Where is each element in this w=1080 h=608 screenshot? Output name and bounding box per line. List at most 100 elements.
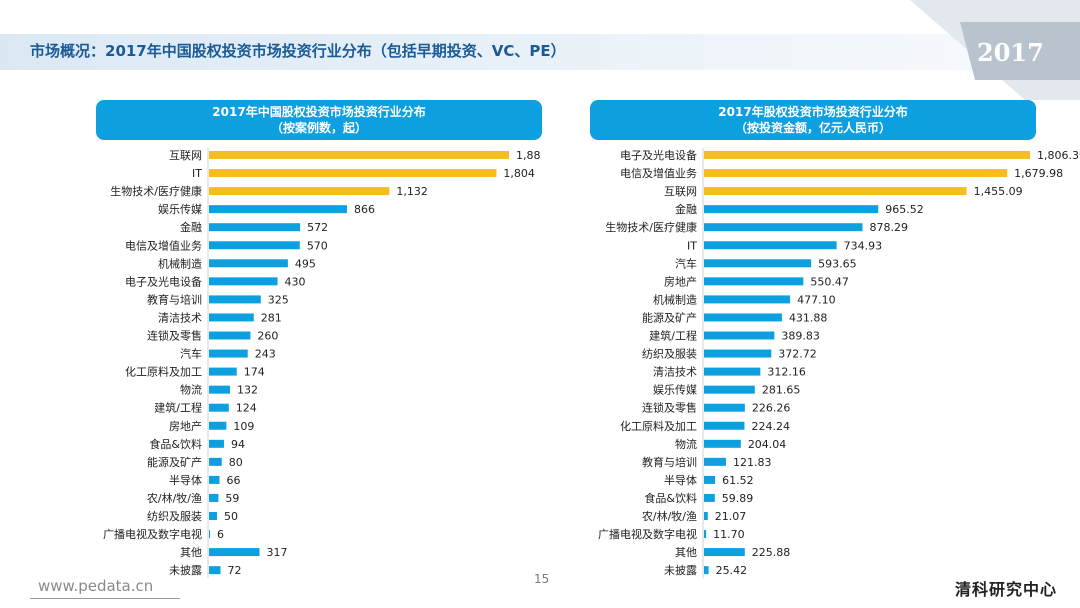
left-category-label: 机械制造: [158, 256, 202, 270]
right-category-label: 清洁技术: [653, 366, 697, 379]
left-category-label: 食品&饮料: [149, 437, 202, 451]
left-value-label: 124: [236, 402, 257, 415]
left-bar: [209, 421, 227, 430]
left-value-label: 281: [261, 311, 282, 324]
right-chart-title-line2: （按投资金额，亿元人民币）: [734, 121, 891, 135]
right-bar: [704, 421, 745, 430]
left-bar: [209, 457, 222, 466]
right-value-label: 1,455.09: [974, 185, 1023, 198]
right-bar: [704, 151, 1030, 159]
footer-divider: [30, 598, 180, 599]
left-category-label: 连锁及零售: [147, 329, 202, 343]
left-value-label: 94: [231, 438, 245, 451]
right-bar: [704, 530, 707, 539]
right-value-label: 1,806.39: [1037, 149, 1080, 162]
brand-logo: 清科研究中心: [955, 580, 1058, 599]
year-badge: 2017: [977, 38, 1044, 67]
right-bar: [704, 512, 708, 520]
right-value-label: 121.83: [733, 456, 772, 469]
right-value-label: 204.04: [748, 438, 787, 451]
right-value-label: 550.47: [810, 275, 849, 288]
left-bar: [209, 530, 210, 539]
left-category-label: 能源及矿产: [147, 455, 202, 469]
right-chart-title-line1: 2017年股权投资市场投资行业分布: [718, 105, 908, 119]
left-category-label: IT: [192, 167, 202, 180]
left-category-label: 建筑/工程: [154, 401, 202, 415]
right-category-label: 农/林/牧/渔: [642, 509, 697, 523]
left-value-label: 1,883: [516, 149, 540, 162]
left-chart-title: 2017年中国股权投资市场投资行业分布 （按案例数，起）: [96, 100, 542, 140]
right-bar: [704, 223, 863, 232]
left-value-label: 317: [267, 546, 288, 559]
left-value-label: 325: [268, 293, 289, 306]
left-bar: [209, 439, 224, 448]
right-value-label: 25.42: [716, 564, 748, 577]
left-chart-title-line2: （按案例数，起）: [270, 121, 367, 135]
left-bar: [209, 403, 229, 412]
left-category-label: 汽车: [180, 347, 202, 361]
left-bar: [209, 349, 248, 358]
right-category-label: 纺织及服装: [642, 347, 697, 361]
left-bar: [209, 151, 509, 159]
left-category-label: 农/林/牧/渔: [147, 491, 202, 505]
left-category-label: 娱乐传媒: [158, 202, 202, 216]
left-bar: [209, 277, 278, 286]
left-category-label: 电子及光电设备: [125, 274, 202, 288]
left-bar: [209, 493, 219, 502]
left-bar: [209, 223, 301, 232]
right-value-label: 372.72: [778, 348, 817, 361]
right-value-label: 965.52: [885, 203, 924, 216]
right-bar: [704, 475, 716, 484]
right-category-label: 教育与培训: [642, 455, 697, 469]
left-bar: [209, 385, 231, 394]
left-value-label: 66: [227, 474, 241, 487]
left-bar: [209, 241, 300, 250]
right-category-label: 互联网: [664, 185, 697, 198]
left-value-label: 109: [233, 420, 254, 433]
right-bar: [704, 313, 782, 322]
left-bar: [209, 259, 288, 268]
left-value-label: 80: [229, 456, 243, 469]
left-value-label: 1,132: [396, 185, 428, 198]
left-value-label: 495: [295, 257, 316, 270]
right-bar: [704, 295, 791, 304]
left-category-label: 未披露: [169, 563, 202, 577]
left-category-label: 房地产: [169, 419, 202, 433]
right-value-label: 312.16: [767, 366, 806, 379]
right-bar: [704, 367, 761, 376]
left-category-label: 纺织及服装: [147, 509, 202, 523]
left-value-label: 866: [354, 203, 375, 216]
right-value-label: 878.29: [870, 221, 909, 234]
left-category-label: 半导体: [169, 473, 202, 487]
right-bar-chart: 电子及光电设备 1,806.39 电信及增值业务 1,679.98 互联网 1,455.0…: [598, 148, 1080, 579]
right-category-label: 连锁及零售: [642, 401, 697, 415]
left-category-label: 教育与培训: [147, 292, 202, 306]
left-bar: [209, 187, 390, 196]
left-category-label: 化工原料及加工: [125, 365, 202, 379]
right-category-label: 能源及矿产: [642, 310, 697, 324]
left-bar: [209, 475, 220, 484]
right-bar: [704, 566, 709, 575]
right-category-label: 房地产: [664, 274, 697, 288]
right-bar: [704, 403, 745, 412]
right-category-label: IT: [687, 239, 697, 252]
right-category-label: 建筑/工程: [649, 329, 697, 343]
right-value-label: 21.07: [715, 510, 747, 523]
right-category-label: 半导体: [664, 473, 697, 487]
left-value-label: 72: [227, 564, 241, 577]
right-bar: [704, 457, 726, 466]
header-band: [0, 34, 1000, 70]
right-value-label: 1,679.98: [1014, 167, 1063, 180]
right-value-label: 281.65: [762, 384, 801, 397]
right-bar: [704, 439, 741, 448]
right-value-label: 593.65: [818, 257, 857, 270]
right-bar: [704, 187, 967, 196]
left-value-label: 59: [225, 492, 239, 505]
left-chart-title-line1: 2017年中国股权投资市场投资行业分布: [212, 105, 426, 119]
right-category-label: 未披露: [664, 563, 697, 577]
right-category-label: 生物技术/医疗健康: [605, 220, 697, 234]
right-bar: [704, 493, 715, 502]
left-bar: [209, 331, 251, 340]
left-bar: [209, 295, 261, 304]
right-value-label: 477.10: [797, 293, 836, 306]
